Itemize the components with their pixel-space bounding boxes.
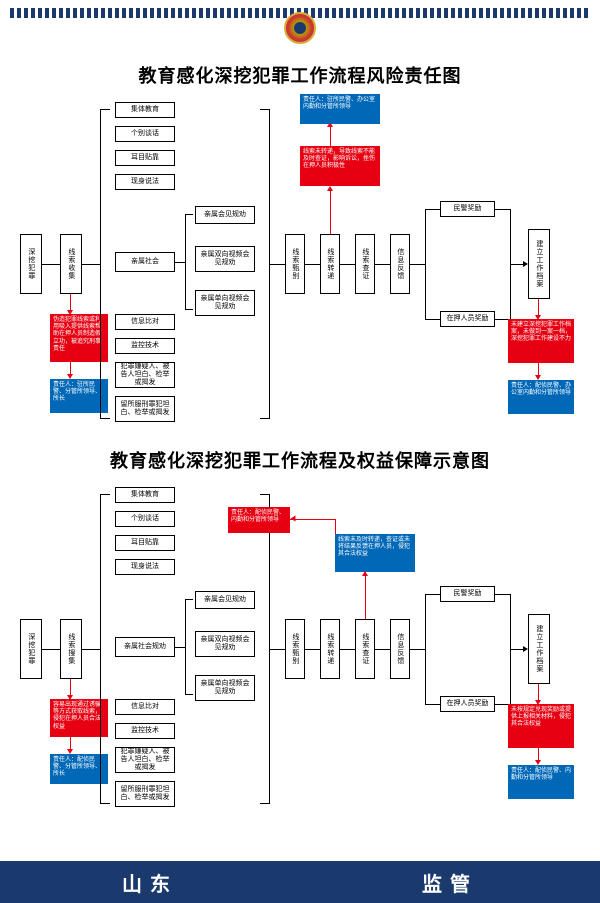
c1-m8: 留所服刑罪犯坦白、检举或揭发 — [115, 396, 175, 422]
c2-m5: 信息比对 — [115, 699, 175, 715]
c1-s2: 亲属单向视频会见规劝 — [195, 290, 255, 316]
c2-m3: 现身说法 — [115, 559, 175, 575]
c1-m6: 监控技术 — [115, 338, 175, 354]
c1-m5: 信息比对 — [115, 314, 175, 330]
title-1: 教育感化深挖犯罪工作流程风险责任图 — [0, 62, 600, 88]
c2-red2: 责任人：配侦民警、内勤和分管所领导 — [228, 507, 290, 533]
c2-r1: 在押人员奖励 — [440, 696, 495, 712]
c2-n1: 线索搜集 — [60, 619, 82, 679]
c1-red3: 未建立深挖犯罪工作档案，未做到一案一档，深挖犯罪工作建设不力 — [508, 319, 574, 363]
chart-2: 深挖犯罪 线索搜集 容易出现通过诱骗等方式获取线索，侵犯在押人员合法权益 责任人… — [10, 479, 590, 819]
c1-f1: 线索转递 — [320, 234, 340, 294]
c1-f0: 线索甄别 — [285, 234, 305, 294]
c1-s1: 亲属双向视频会见规劝 — [195, 246, 255, 272]
c2-r0: 民警奖励 — [440, 586, 495, 602]
c1-m4: 亲属社会 — [115, 252, 175, 272]
c1-blue3: 责任人：配侦民警、办公室内勤和分管所领导 — [508, 380, 574, 414]
title-2: 教育感化深挖犯罪工作流程及权益保障示意图 — [0, 447, 600, 473]
c1-n1: 线索收集 — [60, 234, 82, 294]
c1-r1: 在押人员奖励 — [440, 311, 495, 327]
c2-blue3: 责任人：配侦民警、内勤和分管所领导 — [508, 765, 574, 799]
police-emblem — [279, 12, 321, 54]
c2-m0: 集体教育 — [115, 487, 175, 503]
c2-m8: 留所服刑罪犯坦白、检举或揭发 — [115, 781, 175, 807]
c2-m1: 个别谈话 — [115, 511, 175, 527]
c2-root: 深挖犯罪 — [20, 619, 42, 679]
c2-end: 建立工作档案 — [528, 614, 550, 684]
c1-root: 深挖犯罪 — [20, 234, 42, 294]
footer-right: 监管 — [422, 868, 478, 897]
c2-f0: 线索甄别 — [285, 619, 305, 679]
c2-f3: 信息反馈 — [390, 619, 410, 679]
c2-f1: 线索转递 — [320, 619, 340, 679]
c2-m7: 犯罪嫌疑人、被告人坦白、检举或揭发 — [115, 747, 175, 773]
c1-m7: 犯罪嫌疑人、被告人坦白、检举或揭发 — [115, 362, 175, 388]
c1-f2: 线索查证 — [355, 234, 375, 294]
c1-f3: 信息反馈 — [390, 234, 410, 294]
c2-m4: 亲属社会规劝 — [115, 637, 175, 657]
c2-f2: 线索查证 — [355, 619, 375, 679]
footer-bar: 山东 监管 — [0, 861, 600, 903]
footer-left: 山东 — [122, 868, 178, 897]
c1-m2: 耳目贴靠 — [115, 150, 175, 166]
c1-end: 建立工作档案 — [528, 229, 550, 299]
c1-m0: 集体教育 — [115, 102, 175, 118]
c2-s0: 亲属会见规劝 — [195, 591, 255, 609]
c2-m2: 耳目贴靠 — [115, 535, 175, 551]
c2-blue2: 线索未及时转递，查证或未将结果反馈在押人员，侵犯其合法权益 — [335, 534, 415, 572]
c2-m6: 监控技术 — [115, 723, 175, 739]
c2-s2: 亲属单向视频会见规劝 — [195, 675, 255, 701]
c1-m3: 现身说法 — [115, 174, 175, 190]
c1-blue2: 责任人：驻所民警、办公室内勤和分管所领导 — [300, 94, 380, 124]
c1-red2: 线索未转递，导致线索不能及时查证，影响诉讼，挫伤在押人员积极性 — [300, 146, 380, 186]
c1-r0: 民警奖励 — [440, 201, 495, 217]
chart-1: 深挖犯罪 线索收集 伪造犯罪线索或利用吸入提供线索帮助在押人员制造假立功，被追究… — [10, 94, 590, 439]
c1-m1: 个别谈话 — [115, 126, 175, 142]
c2-red3: 未按规定兑现奖励或提供上报相关材料，侵犯其合法权益 — [508, 704, 574, 748]
c1-s0: 亲属会见规劝 — [195, 206, 255, 224]
c2-s1: 亲属双向视频会见规劝 — [195, 631, 255, 657]
